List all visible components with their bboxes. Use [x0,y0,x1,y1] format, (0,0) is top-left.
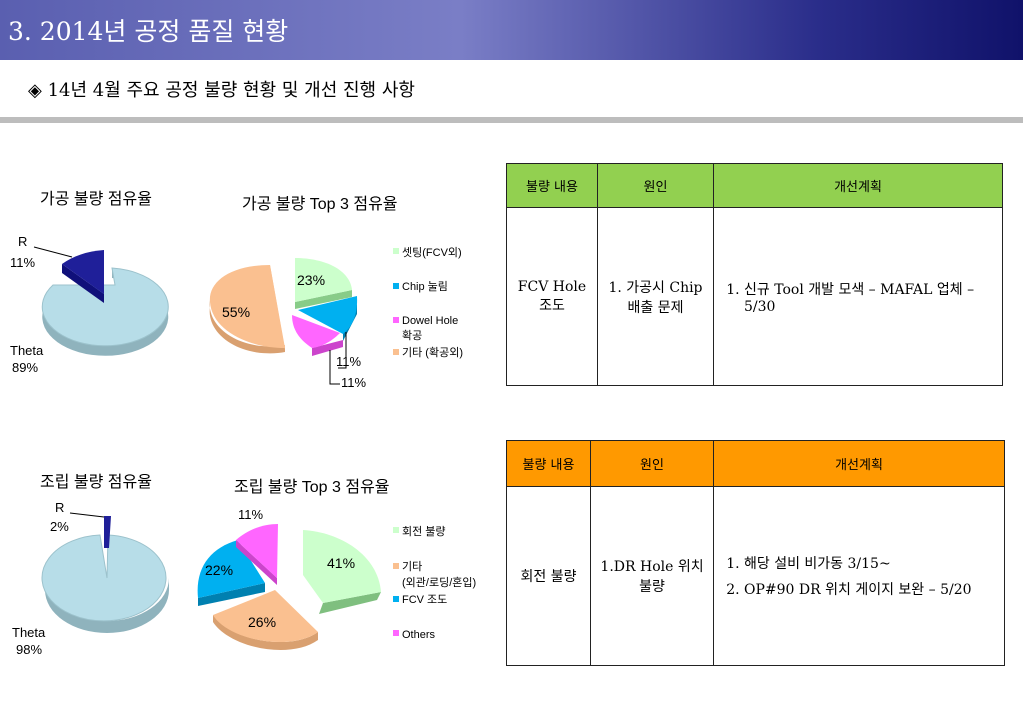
chart2-leader-chip [338,332,347,369]
chart2-legend-other: 기타 (확공외) [402,346,463,359]
chart4-legend-misc: 기타 [402,560,422,573]
table1-cause: 1. 가공시 Chip 배출 문제 [597,207,714,386]
machining-improvement-table: 불량 내용 원인 개선계획 FCV Hole 조도 1. 가공시 Chip 배출… [506,163,1003,386]
assembly-improvement-table: 불량 내용 원인 개선계획 회전 불량 1.DR Hole 위치 불량 해당 설… [506,440,1005,666]
chart3-slice-theta-side [45,578,169,633]
table1-item: FCV Hole 조도 [506,207,598,386]
chart4-value-fcv: 22% [205,562,233,578]
chart2-value-chip: 11% [336,354,361,369]
chart3-leader-r [69,512,105,518]
table2-plan-list: 해당 설비 비가동 3/15~ OP#90 DR 위치 게이지 보완 – 5/2… [718,553,1000,599]
chart1-value-theta: 89% [12,360,38,375]
chart3-slice-r [104,516,111,548]
chart3-value-theta: 98% [16,642,42,657]
chart3-title: 조립 불량 점유율 [40,474,152,491]
table2-plan-item-1: 해당 설비 비가동 3/15~ [744,553,1000,573]
chart4-slice-fcv-side [198,583,265,606]
chart3-pie: R 2% Theta 98% [12,500,169,657]
chart2-slice-dowel [292,315,340,348]
chart2-slice-other-main [209,265,285,348]
chart4-value-rotation: 41% [327,555,355,571]
chart1-label-theta: Theta [10,343,44,358]
chart2-legend-dowel: Dowel Hole [402,315,458,327]
chart4-value-others: 11% [238,507,263,522]
chart4-legend-fcv: FCV 조도 [402,594,447,606]
chart2-slice-chip [298,296,358,334]
chart2-pie: 23% 55% 11% 11% 셋팅(FCV외) Chip 눌림 Dowel H… [209,246,463,390]
chart3-label-r: R [55,500,64,515]
chart3-value-r: 2% [50,519,69,534]
chart4-slice-others-side [236,540,277,585]
chart4-legend-others: Others [402,629,436,641]
chart2-value-dowel: 11% [341,375,366,390]
chart4-legend-swatch-misc [393,563,399,569]
chart1-label-r: R [18,234,27,249]
chart4-slice-rotation-side [319,592,381,614]
table1-plan-list: 신규 Tool 개발 모색 – MAFAL 업체 – 5/30 [718,279,998,315]
chart2-slice-setting-side [295,290,352,309]
chart1-slice-r [62,250,104,294]
chart1-leader-r [33,246,73,258]
table2-item: 회전 불량 [506,486,591,666]
table1-header-cause: 원인 [597,163,714,208]
chart1-value-r: 11% [10,255,35,270]
chart2-title: 가공 불량 Top 3 점유율 [242,196,398,213]
chart4-legend-swatch-others [393,630,399,636]
chart4-pie: 41% 26% 22% 11% 회전 불량 기타 (외관/로딩/혼입) FCV … [197,507,476,651]
chart4-slice-rotation [303,530,381,603]
chart3-slice-theta [41,534,167,622]
table2-header-item: 불량 내용 [506,440,591,487]
page-subtitle: ◈ 14년 4월 주요 공정 불량 현황 및 개선 진행 사항 [28,80,415,101]
chart4-legend-swatch-rotation [393,527,399,533]
chart4-legend-rotation: 회전 불량 [402,525,446,538]
table1-header-plan: 개선계획 [713,163,1003,208]
table1-plan-cell: 신규 Tool 개발 모색 – MAFAL 업체 – 5/30 [713,207,1003,386]
chart2-slice-dowel-side [312,340,343,356]
charts-canvas: R 11% Theta 89% 23% 55% 11% 11% 셋팅(FCV외)… [10,234,476,657]
table1-header-item: 불량 내용 [506,163,598,208]
chart2-legend-swatch-other [393,349,399,355]
chart1-pie: R 11% Theta 89% [10,234,169,375]
chart2-legend-dowel-2: 확공 [402,329,422,342]
table2-header-plan: 개선계획 [713,440,1005,487]
chart4-slice-misc [213,590,318,643]
chart1-slice-r-side [62,264,104,303]
chart1-title: 가공 불량 점유율 [40,191,152,208]
title-bar: 3. 2014년 공정 품질 현황 [0,0,1023,60]
chart2-leader-dowel [329,350,340,385]
table2-plan-cell: 해당 설비 비가동 3/15~ OP#90 DR 위치 게이지 보완 – 5/2… [713,486,1005,666]
chart2-legend-swatch-dowel [393,317,399,323]
chart4-legend-swatch-fcv [393,596,399,602]
chart4-legend-misc-2: (외관/로딩/혼입) [402,576,476,589]
table2-cause: 1.DR Hole 위치 불량 [590,486,714,666]
chart2-legend-setting: 셋팅(FCV외) [402,246,462,259]
table1-plan-item: 신규 Tool 개발 모색 – MAFAL 업체 – 5/30 [744,279,998,315]
chart2-slice-setting [295,258,352,302]
chart4-slice-fcv [197,540,265,598]
chart2-slice-other-side [209,300,285,354]
chart4-value-misc: 26% [248,614,276,630]
page-title: 3. 2014년 공정 품질 현황 [8,17,289,46]
divider [0,117,1023,123]
chart2-legend-swatch-chip [393,283,399,289]
chart1-slice-theta [41,267,169,347]
chart4-slice-misc-side [213,615,318,651]
chart2-legend-swatch-setting [393,248,399,254]
chart2-legend-chip: Chip 눌림 [402,280,448,293]
chart3-label-theta: Theta [12,625,46,640]
table2-plan-item-2: OP#90 DR 위치 게이지 보완 – 5/20 [744,579,1000,599]
chart2-value-other: 55% [222,304,250,320]
chart2-value-setting: 23% [297,272,325,288]
chart4-slice-others [236,524,278,578]
table2-header-cause: 원인 [590,440,714,487]
chart4-title: 조립 불량 Top 3 점유율 [234,479,390,496]
